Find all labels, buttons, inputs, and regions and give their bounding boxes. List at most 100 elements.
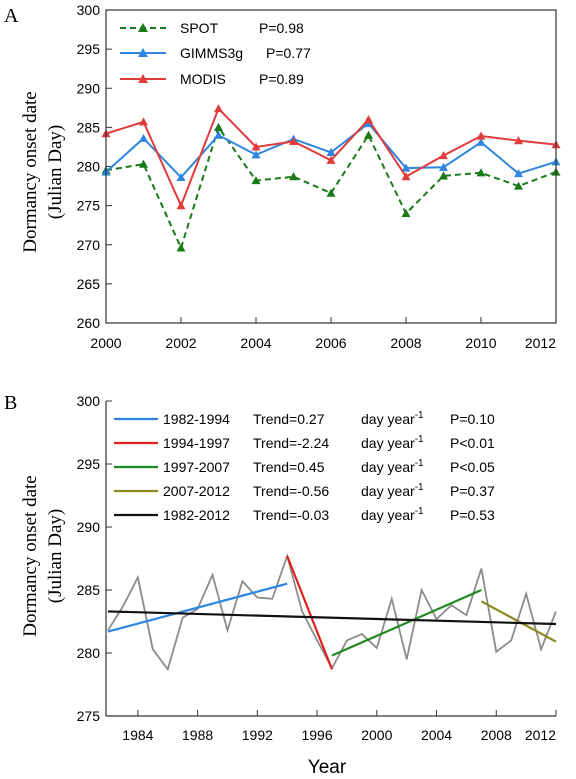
panel-a-ytick-label: 280 xyxy=(77,159,101,175)
legend-a-modis-stat: P=0.89 xyxy=(259,71,304,87)
panel-a-ytick-label: 270 xyxy=(77,237,101,253)
panel-a-series-modis-point xyxy=(401,172,411,181)
panel-b-trend-2007-2012 xyxy=(480,600,557,643)
panel-a-label: A xyxy=(4,5,19,27)
legend-b-row-1-trend: Trend=0.27 xyxy=(253,411,325,427)
panel-b-trend-1994-1997 xyxy=(286,555,334,670)
panel-a-xtick-label: 2000 xyxy=(90,335,121,351)
panel-a-series-spot-point xyxy=(326,188,336,197)
panel-a-series-spot-point xyxy=(289,172,298,181)
legend-a-modis: MODIS P=0.89 xyxy=(120,71,304,87)
panel-b-legend: 1982-1994 Trend=0.27 day year-1 P=0.10 1… xyxy=(114,410,495,523)
panel-b-xlabel: Year xyxy=(308,757,347,778)
panel-a-series-modis-point xyxy=(439,151,448,160)
panel-a-xtick-label: 2008 xyxy=(390,335,421,351)
panel-b-ytick-label: 285 xyxy=(77,582,101,598)
panel-a-series-spot-point xyxy=(476,168,486,177)
legend-b-row-3-trend: Trend=0.45 xyxy=(253,459,325,475)
legend-b-row-5-unit: day year-1 xyxy=(361,506,424,523)
legend-a-spot-stat: P=0.98 xyxy=(259,20,304,36)
panel-a-series-spot-point xyxy=(251,176,261,185)
panel-b-ylabel-line2: (Julian Day) xyxy=(45,509,66,603)
panel-a-series-modis-point xyxy=(289,136,298,146)
legend-b-row-2-period: 1994-1997 xyxy=(163,435,230,451)
panel-a-legend: SPOT P=0.98 GIMMS3g P=0.77 MODIS P=0.89 xyxy=(120,20,311,87)
legend-b-row-5: 1982-2012 Trend=-0.03 day year-1 P=0.53 xyxy=(114,506,495,523)
panel-a-series-modis-point xyxy=(476,131,486,140)
panel-a-axes: 260 265 270 275 280 285 290 295 300 2000 2002 2004 2… xyxy=(77,2,557,351)
panel-a-xtick-label: 2010 xyxy=(465,335,496,351)
panel-b-label: B xyxy=(4,392,17,414)
panel-b-ytick-label: 275 xyxy=(77,708,101,724)
legend-b-row-4: 2007-2012 Trend=-0.56 day year-1 P=0.37 xyxy=(114,482,495,499)
panel-a-series-modis-point xyxy=(364,115,373,124)
panel-a-series-modis-point xyxy=(176,201,186,210)
panel-a-ytick-label: 290 xyxy=(77,80,101,96)
panel-b-ytick-label: 290 xyxy=(77,519,101,535)
legend-b-row-2-stat: P<0.01 xyxy=(450,435,495,451)
legend-b-row-3-unit: day year-1 xyxy=(361,458,424,475)
legend-a-modis-marker xyxy=(138,74,148,83)
panel-a-series-gimms3g-point xyxy=(139,133,148,142)
panel-b-xtick-label: 1996 xyxy=(301,727,332,743)
legend-a-gimms-stat: P=0.77 xyxy=(266,45,311,61)
legend-a-spot-marker xyxy=(138,23,148,32)
panel-b-xtick-label: 2000 xyxy=(361,727,392,743)
panel-b-trend-1982-2012 xyxy=(107,610,557,626)
legend-b-row-3: 1997-2007 Trend=0.45 day year-1 P<0.05 xyxy=(114,458,495,475)
panel-a-series-gimms3g-point xyxy=(439,162,448,171)
panel-b-ytick-label: 300 xyxy=(77,393,101,409)
legend-b-row-1-unit: day year-1 xyxy=(361,410,424,427)
legend-a-modis-label: MODIS xyxy=(180,71,226,87)
panel-b-ylabel: Dormancy onset date (Julian Day) xyxy=(20,475,66,636)
panel-a: A Dormancy onset date (Julian Day) 260 26… xyxy=(4,2,561,351)
panel-a-xtick-label: 2006 xyxy=(315,335,346,351)
panel-a-ytick-label: 260 xyxy=(77,315,101,331)
legend-b-row-1: 1982-1994 Trend=0.27 day year-1 P=0.10 xyxy=(114,410,495,427)
panel-b: B Dormancy onset date (Julian Day) 275 28… xyxy=(4,392,557,778)
panel-b-series xyxy=(107,552,557,672)
legend-a-gimms-label: GIMMS3g xyxy=(180,45,243,61)
panel-a-xtick-label: 2002 xyxy=(165,335,196,351)
panel-a-series-modis-point xyxy=(214,104,223,113)
panel-b-xtick-label: 1988 xyxy=(182,727,213,743)
legend-b-row-2-trend: Trend=-2.24 xyxy=(253,435,329,451)
panel-a-series-modis-point xyxy=(139,117,148,126)
panel-a-plot-frame xyxy=(105,9,557,324)
panel-a-ytick-label: 265 xyxy=(77,276,101,292)
legend-a-gimms-marker xyxy=(138,48,148,57)
panel-a-series-spot-point xyxy=(139,159,148,168)
legend-b-row-5-stat: P=0.53 xyxy=(450,507,495,523)
panel-b-ytick-label: 280 xyxy=(77,645,101,661)
panel-a-ylabel-line2: (Julian Day) xyxy=(45,125,66,219)
panel-a-series-gimms3g-point xyxy=(476,137,486,146)
panel-a-series-gimms3g-point xyxy=(514,169,523,178)
panel-b-xtick-label: 2008 xyxy=(481,727,512,743)
panel-a-ytick-label: 300 xyxy=(77,2,101,18)
panel-a-series-modis-point xyxy=(326,155,336,164)
panel-a-series-gimms3g-point xyxy=(251,150,261,159)
panel-a-series-gimms3g-point xyxy=(214,130,223,139)
panel-a-series-spot-point xyxy=(514,181,523,190)
legend-b-row-4-unit: day year-1 xyxy=(361,482,424,499)
legend-b-row-2: 1994-1997 Trend=-2.24 day year-1 P<0.01 xyxy=(114,434,495,451)
panel-b-xtick-label: 1992 xyxy=(242,727,273,743)
legend-b-row-3-stat: P<0.05 xyxy=(450,459,495,475)
legend-b-row-5-trend: Trend=-0.03 xyxy=(253,507,329,523)
panel-b-trend-1982-1994 xyxy=(107,582,288,633)
panel-a-series-gimms3g-point xyxy=(176,172,186,182)
legend-b-row-3-period: 1997-2007 xyxy=(163,459,230,475)
panel-a-series xyxy=(101,104,561,252)
legend-a-gimms: GIMMS3g P=0.77 xyxy=(120,45,311,61)
panel-a-ylabel-line1: Dormancy onset date xyxy=(20,91,41,252)
panel-a-series-spot-point xyxy=(364,130,373,139)
panel-b-axes: 275 280 285 290 295 300 1984 1988 1992 1996 2000 20… xyxy=(77,393,557,743)
panel-a-xtick-label: 2012 xyxy=(525,335,556,351)
panel-b-xtick-label: 2012 xyxy=(525,727,556,743)
panel-a-series-modis-point xyxy=(514,136,523,145)
legend-b-row-5-period: 1982-2012 xyxy=(163,507,230,523)
legend-b-row-4-trend: Trend=-0.56 xyxy=(253,483,329,499)
legend-a-spot: SPOT P=0.98 xyxy=(120,20,304,36)
panel-b-ytick-label: 295 xyxy=(77,456,101,472)
